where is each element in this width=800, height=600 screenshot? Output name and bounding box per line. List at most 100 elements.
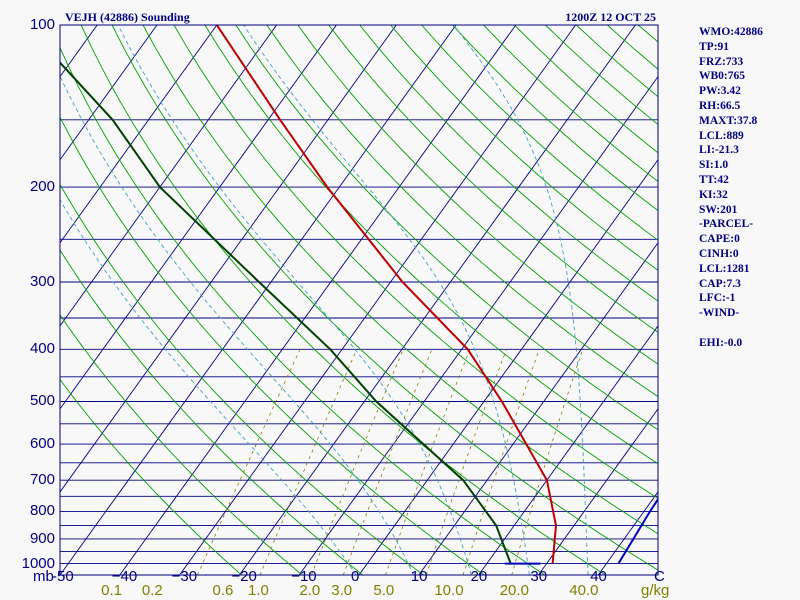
isobar-lines: [60, 25, 658, 575]
index-value: FRZ:733: [699, 55, 744, 68]
dry-adiabat-line: [297, 25, 658, 365]
isotherm-line: [60, 25, 337, 410]
pressure-tick-label: 600: [29, 435, 55, 453]
moist-adiabat-line: [60, 75, 415, 575]
parcel-trace: [60, 61, 512, 564]
pressure-tick-label: 500: [29, 392, 55, 410]
index-value: TT:42: [699, 173, 729, 186]
mixing-ratio-label: 1.0: [248, 582, 269, 599]
temperature-tick-label: −30: [171, 568, 198, 585]
isotherm-line: [119, 25, 517, 575]
isotherm-lines: [0, 25, 658, 575]
mixing-ratio-line: [462, 349, 540, 575]
moist-adiabat-line: [60, 198, 357, 575]
mixing-ratio-label: 5.0: [373, 582, 395, 599]
pressure-tick-label: 300: [29, 272, 55, 290]
index-value: LI:-21.3: [699, 144, 739, 157]
dry-adiabat-lines: [60, 25, 658, 575]
dry-adiabat-line: [60, 116, 485, 575]
temperature-tick-label: -50: [52, 568, 74, 585]
moist-adiabat-line: [453, 25, 589, 575]
index-value: CAPE:0: [699, 233, 740, 246]
temperature-tick-label: −40: [111, 568, 138, 585]
dry-adiabat-line: [235, 25, 658, 431]
temperature-tick-label: 20: [470, 568, 488, 585]
index-value: WMO:42886: [699, 26, 763, 38]
mixing-ratio-label: 20.0: [499, 582, 529, 599]
moist-adiabat-lines: [60, 25, 589, 575]
pressure-tick-label: 900: [29, 529, 55, 547]
mixing-ratio-label: 40.0: [569, 582, 599, 599]
dry-adiabat-line: [328, 25, 658, 333]
isotherm-line: [478, 325, 658, 575]
mixing-ratio-label: 10.0: [434, 582, 464, 599]
temperature-tick-label: 30: [530, 568, 548, 585]
mixing-ratio-line: [425, 349, 507, 575]
isotherm-line: [60, 25, 277, 327]
index-value: CINH:0: [699, 247, 739, 260]
dry-adiabat-line: [60, 378, 242, 575]
isotherm-line: [298, 75, 658, 575]
index-value: TP:91: [699, 40, 730, 53]
temperature-tick-label: −20: [231, 568, 257, 585]
dry-adiabat-line: [60, 314, 303, 575]
index-value: SW:201: [699, 203, 738, 216]
index-value: WB0:765: [699, 70, 745, 83]
dry-adiabat-line: [80, 25, 606, 575]
isotherm-line: [418, 242, 658, 575]
index-value: LCL:1281: [699, 262, 750, 275]
mixing-ratio-line: [385, 349, 471, 575]
temperature-tick-label: 40: [590, 568, 607, 585]
mixing-ratio-line: [259, 349, 358, 575]
index-value: RH:66.5: [699, 99, 741, 112]
pressure-unit-label: mb: [33, 568, 54, 585]
index-value: LFC:-1: [699, 292, 736, 305]
index-value: [699, 321, 763, 336]
index-value: LCL:889: [699, 129, 744, 142]
dry-adiabat-line: [204, 25, 658, 465]
isotherm-line: [0, 25, 37, 575]
chart-title: VEJH (42886) Sounding: [65, 10, 190, 24]
pressure-tick-label: 100: [29, 16, 55, 33]
sounding-traces: [60, 25, 658, 565]
mixing-ratio-unit-label: g/kg: [641, 582, 670, 599]
mixing-ratio-line: [342, 349, 433, 575]
index-value: SI:1.0: [699, 159, 729, 172]
mixing-ratio-label: 0.2: [141, 582, 163, 599]
mixing-ratio-label: 0.6: [212, 582, 234, 599]
temperature-tick-label: 10: [410, 568, 428, 585]
isotherm-line: [239, 25, 636, 575]
temperature-unit-label: C: [654, 568, 665, 585]
isotherm-line: [60, 25, 457, 575]
moist-adiabat-line: [243, 25, 530, 575]
temperature-tick-label: 0: [351, 568, 360, 585]
mixing-ratio-label: 0.1: [101, 582, 122, 599]
pressure-tick-label: 400: [29, 340, 55, 358]
plot-frame: [59, 24, 659, 576]
temperature-tick-label: −10: [291, 568, 317, 585]
index-value: CAP:7.3: [699, 277, 741, 290]
index-value: KI:32: [699, 188, 728, 201]
pressure-tick-label: 800: [29, 502, 55, 520]
isotherm-line: [538, 408, 658, 575]
stability-indices-panel: WMO:42886 TP:91 FRZ:733 WB0:765 PW:3.42 RH:66…: [699, 25, 763, 351]
index-value: -PARCEL-: [699, 218, 754, 231]
mixing-ratio-line: [511, 349, 584, 575]
dewpoint-trace: [617, 497, 658, 565]
pressure-tick-label: 200: [29, 178, 55, 196]
dry-adiabat-line: [60, 183, 424, 575]
dry-adiabat-line: [60, 46, 546, 575]
index-value: -WIND-: [699, 307, 740, 320]
dry-adiabat-line: [142, 25, 658, 535]
dry-adiabat-line: [60, 249, 364, 575]
pressure-tick-label: 700: [29, 471, 55, 489]
chart-datetime: 1200Z 12 OCT 25: [565, 10, 656, 24]
isotherm-line: [60, 25, 218, 244]
isotherm-line: [60, 25, 397, 493]
index-value: EHI:-0.0: [699, 336, 743, 349]
dry-adiabat-line: [359, 25, 658, 302]
mixing-ratio-label: 2.0: [299, 582, 321, 599]
index-value: PW:3.42: [699, 85, 741, 98]
dry-adiabat-line: [390, 25, 658, 271]
